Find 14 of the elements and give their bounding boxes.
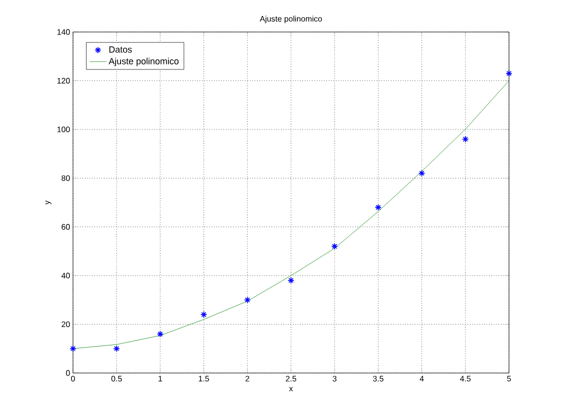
point xyxy=(418,170,426,177)
point xyxy=(113,345,120,352)
point xyxy=(462,136,469,143)
point xyxy=(506,70,512,77)
point xyxy=(244,296,251,304)
point xyxy=(374,204,382,211)
line-series xyxy=(73,80,509,349)
legend-label: Datos xyxy=(109,46,132,53)
point xyxy=(331,242,338,250)
point xyxy=(288,277,294,284)
legend-label: Ajuste polinomico xyxy=(108,58,179,66)
point xyxy=(156,330,164,338)
point xyxy=(200,311,208,318)
point xyxy=(70,345,76,352)
